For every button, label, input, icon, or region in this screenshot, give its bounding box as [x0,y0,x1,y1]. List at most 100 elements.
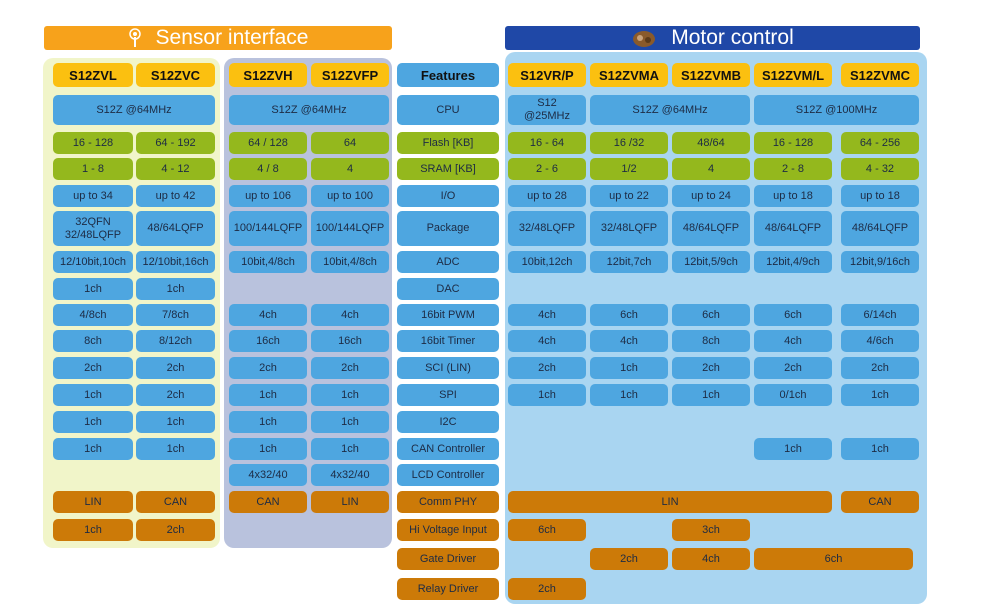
product-header-s12zvml: S12ZVM/L [754,63,832,87]
spec-cell: CAN [841,491,919,513]
spec-cell: 4ch [590,330,668,352]
spec-cell: S12Z @64MHz [53,95,215,125]
spec-cell: S12 @25MHz [508,95,586,125]
spec-cell: 2ch [508,357,586,379]
product-header-s12zvma: S12ZVMA [590,63,668,87]
antenna-icon [128,28,141,47]
product-header-s12zvl: S12ZVL [53,63,133,87]
spec-cell: 1ch [136,411,215,433]
spec-cell: up to 28 [508,185,586,207]
feature-label: DAC [397,278,499,300]
feature-label: I2C [397,411,499,433]
spec-cell: S12Z @64MHz [229,95,389,125]
feature-label: CAN Controller [397,438,499,460]
spec-cell: up to 34 [53,185,133,207]
spec-cell: 8/12ch [136,330,215,352]
product-header-s12zvmc: S12ZVMC [841,63,919,87]
spec-cell: 1 - 8 [53,158,133,180]
spec-cell: 2ch [841,357,919,379]
spec-cell: 1ch [841,438,919,460]
spec-cell: 64 - 256 [841,132,919,154]
feature-label: 16bit Timer [397,330,499,352]
spec-cell: LIN [53,491,133,513]
spec-cell: 16 /32 [590,132,668,154]
spec-cell: 4/6ch [841,330,919,352]
spec-cell: 6ch [508,519,586,541]
spec-cell: 1ch [53,278,133,300]
spec-cell: 4ch [508,330,586,352]
spec-cell: 16 - 128 [754,132,832,154]
spec-cell: 10bit,4/8ch [229,251,307,273]
spec-cell: 12/10bit,10ch [53,251,133,273]
feature-label: SRAM [KB] [397,158,499,180]
product-header-s12zvh: S12ZVH [229,63,307,87]
spec-cell: 4x32/40 [311,464,389,486]
feature-label: CPU [397,95,499,125]
spec-cell: 12bit,4/9ch [754,251,832,273]
spec-cell: 1/2 [590,158,668,180]
spec-cell: 4ch [672,548,750,570]
spec-cell: up to 18 [754,185,832,207]
spec-cell: 2ch [53,357,133,379]
feature-label: LCD Controller [397,464,499,486]
spec-cell: 1ch [311,384,389,406]
spec-cell: 1ch [672,384,750,406]
spec-cell: 4 / 8 [229,158,307,180]
spec-cell: 1ch [229,411,307,433]
spec-cell: 7/8ch [136,304,215,326]
spec-cell: 8ch [53,330,133,352]
feature-label: SPI [397,384,499,406]
spec-cell: 0/1ch [754,384,832,406]
spec-cell: 6ch [672,304,750,326]
spec-cell: 16 - 128 [53,132,133,154]
spec-cell: 4x32/40 [229,464,307,486]
spec-cell: 4ch [311,304,389,326]
spec-cell: 1ch [754,438,832,460]
feature-label: 16bit PWM [397,304,499,326]
spec-cell: 64 - 192 [136,132,215,154]
spec-cell: S12Z @64MHz [590,95,750,125]
spec-cell: 4ch [508,304,586,326]
spec-cell: S12Z @100MHz [754,95,919,125]
spec-cell: 1ch [53,384,133,406]
spec-cell: 1ch [590,384,668,406]
product-header-s12zvmb: S12ZVMB [672,63,750,87]
spec-cell: 6ch [590,304,668,326]
spec-cell: 2ch [590,548,668,570]
spec-cell: 2ch [136,519,215,541]
spec-cell: 1ch [53,438,133,460]
spec-cell: 16 - 64 [508,132,586,154]
spec-cell: 1ch [53,411,133,433]
sensor-interface-banner: Sensor interface [44,26,392,50]
feature-label: I/O [397,185,499,207]
spec-cell: 1ch [53,519,133,541]
spec-cell: 1ch [590,357,668,379]
spec-cell: 16ch [229,330,307,352]
spec-cell: 2 - 8 [754,158,832,180]
product-header-s12zvfp: S12ZVFP [311,63,389,87]
spec-cell: 32QFN 32/48LQFP [53,211,133,246]
spec-cell: 1ch [229,384,307,406]
spec-cell: 1ch [136,438,215,460]
spec-cell: 48/64LQFP [672,211,750,246]
spec-cell: 1ch [508,384,586,406]
spec-cell: 4ch [229,304,307,326]
product-header-s12vrp: S12VR/P [508,63,586,87]
spec-cell: 12bit,7ch [590,251,668,273]
spec-cell: up to 100 [311,185,389,207]
spec-cell: up to 42 [136,185,215,207]
spec-cell: 2ch [136,384,215,406]
spec-cell: 3ch [672,519,750,541]
spec-cell: 4 [311,158,389,180]
spec-cell: 10bit,12ch [508,251,586,273]
features-header: Features [397,63,499,87]
spec-cell: 10bit,4/8ch [311,251,389,273]
spec-cell: up to 106 [229,185,307,207]
feature-label: Flash [KB] [397,132,499,154]
spec-cell: 48/64LQFP [754,211,832,246]
feature-label: Relay Driver [397,578,499,600]
spec-cell: up to 24 [672,185,750,207]
spec-cell: 8ch [672,330,750,352]
feature-label: SCI (LIN) [397,357,499,379]
